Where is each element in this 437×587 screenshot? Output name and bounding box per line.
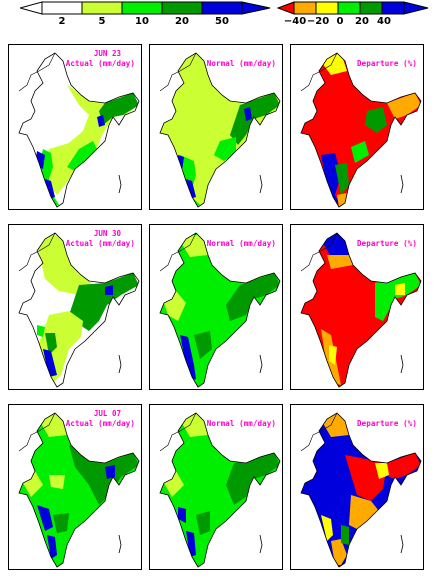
map-departure-jun23: Departure (%)	[290, 44, 424, 210]
panel-title: Actual (mm/day)	[65, 419, 135, 428]
india-rainfall-map	[159, 52, 281, 208]
panel-date: JUN 30	[93, 229, 121, 238]
map-normal-jul07: Normal (mm/day)	[149, 404, 283, 570]
departure-tick-label: −20	[306, 16, 330, 27]
departure-tick-label: 0	[336, 16, 344, 27]
map-normal-jun23: Normal (mm/day)	[149, 44, 283, 210]
map-departure-jul07: Departure (%)	[290, 404, 424, 570]
india-rainfall-map	[18, 52, 140, 208]
rainfall-colorbar: 2 5 10 20 50	[20, 0, 272, 30]
map-actual-jun30: JUN 30 Actual (mm/day)	[8, 224, 142, 390]
india-departure-map	[300, 232, 422, 388]
departure-tick-label: 20	[355, 16, 369, 27]
india-rainfall-map	[18, 412, 140, 568]
panel-title: Departure (%)	[357, 239, 417, 248]
panel-title: Actual (mm/day)	[65, 59, 135, 68]
india-rainfall-map	[18, 232, 140, 388]
rainfall-colorbar-graphic	[20, 1, 271, 15]
map-departure-jun30: Departure (%)	[290, 224, 424, 390]
panel-title: Normal (mm/day)	[206, 59, 276, 68]
map-normal-jun30: Normal (mm/day)	[149, 224, 283, 390]
india-departure-map	[300, 412, 422, 568]
departure-colorbar: −40 −20 0 20 40	[276, 0, 434, 30]
departure-tick-label: −40	[283, 16, 307, 27]
panel-title: Normal (mm/day)	[206, 419, 276, 428]
departure-colorbar-graphic	[276, 1, 429, 15]
rainfall-tick-label: 5	[98, 16, 106, 27]
india-departure-map	[300, 52, 422, 208]
rainfall-tick-label: 50	[215, 16, 229, 27]
panel-title: Departure (%)	[357, 59, 417, 68]
departure-tick-label: 40	[377, 16, 391, 27]
panel-title: Normal (mm/day)	[206, 239, 276, 248]
panel-title: Departure (%)	[357, 419, 417, 428]
map-actual-jul07: JUL 07 Actual (mm/day)	[8, 404, 142, 570]
panel-date: JUL 07	[93, 409, 121, 418]
rainfall-tick-label: 10	[135, 16, 149, 27]
map-actual-jun23: JUN 23 Actual (mm/day)	[8, 44, 142, 210]
india-rainfall-map	[159, 412, 281, 568]
rainfall-tick-label: 2	[58, 16, 66, 27]
india-rainfall-map	[159, 232, 281, 388]
panel-date: JUN 23	[93, 49, 121, 58]
rainfall-tick-label: 20	[175, 16, 189, 27]
panel-title: Actual (mm/day)	[65, 239, 135, 248]
